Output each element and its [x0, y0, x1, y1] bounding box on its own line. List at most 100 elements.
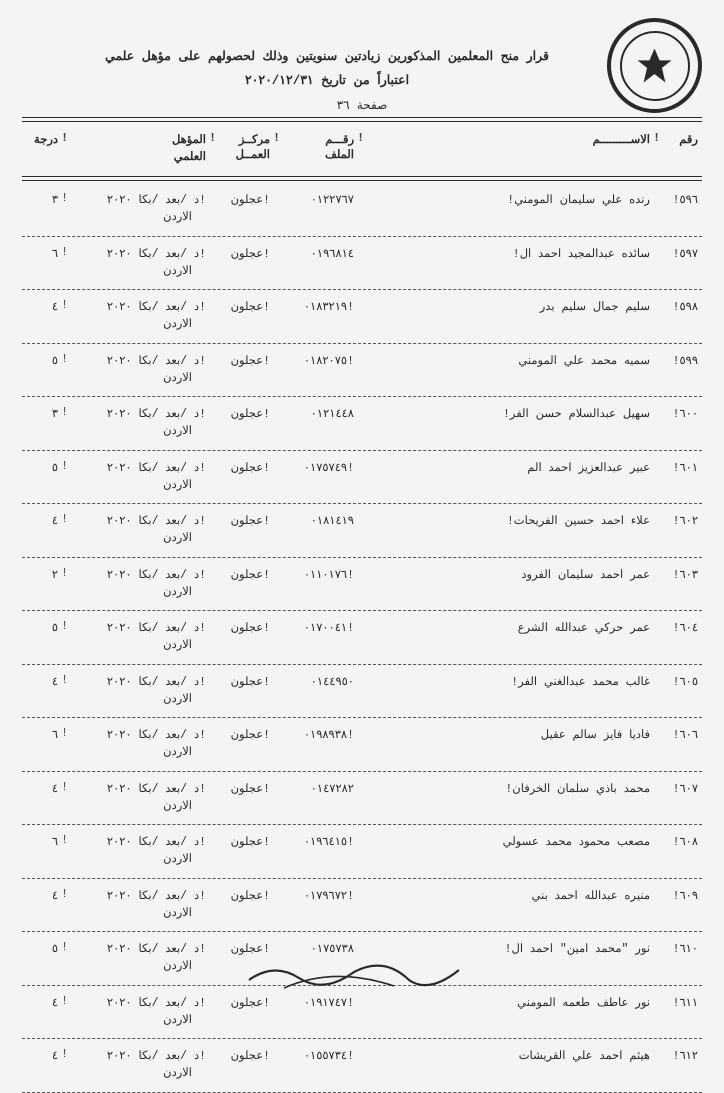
- cell-center: !عجلون: [216, 1048, 274, 1063]
- cell-center: !عجلون: [216, 513, 274, 528]
- official-seal: [607, 18, 702, 113]
- table-row: ٦٠٨!مصعب محمود محمد عسولي!٠١٩٦٤١٥!عجلون!…: [22, 827, 702, 876]
- table-row: ٦٠٤!عمر حركي عبدالله الشرع!٠١٧٠٠٤١!عجلون…: [22, 613, 702, 662]
- cell-grade: ٦: [22, 834, 62, 849]
- cell-seq: ٥٩٦!: [660, 192, 702, 207]
- cell-grade: ٤: [22, 299, 62, 314]
- seal-inner-ring: [620, 31, 690, 101]
- cell-name: غالب محمد عبدالغني الفر!: [364, 674, 654, 689]
- row-divider: [22, 343, 702, 344]
- cell-name: سليم جمال سليم بدر: [364, 299, 654, 314]
- header-seq: رقم: [660, 132, 702, 147]
- row-divider: [22, 610, 702, 611]
- cell-center: !عجلون: [216, 460, 274, 475]
- cell-name: سميه محمد علي المومني: [364, 353, 654, 368]
- cell-center: !عجلون: [216, 888, 274, 903]
- table-row: ٦٠٦!فاديا فايز سالم عقيل!٠١٩٨٩٣٨!عجلون!د…: [22, 720, 702, 769]
- cell-file: !٠١٩٦٤١٥: [280, 834, 358, 849]
- cell-grade: ٥: [22, 460, 62, 475]
- cell-seq: ٦١١!: [660, 995, 702, 1010]
- cell-grade: ٤: [22, 674, 62, 689]
- cell-name: سائده عبدالمجيد احمد ال!: [364, 246, 654, 261]
- table-row: ٦٠١!عبير عبدالعزيز احمد الم!٠١٧٥٧٤٩!عجلو…: [22, 453, 702, 502]
- cell-seq: ٥٩٩!: [660, 353, 702, 368]
- cell-qualification: !د /بعد /بكا ٢٠٢٠الاردن: [68, 1048, 210, 1083]
- cell-name: فاديا فايز سالم عقيل: [364, 727, 654, 742]
- cell-file: ٠١٩٦٨١٤: [280, 246, 358, 261]
- header-qualification: المؤهل العلمي: [68, 132, 210, 167]
- title-line-2: اعتباراً من تاريخ ٢٠٢٠/١٢/٣١: [52, 70, 602, 94]
- cell-center: !عجلون: [216, 781, 274, 796]
- table-row: ٥٩٨!سليم جمال سليم بدر!٠١٨٣٢١٩!عجلون!د /…: [22, 292, 702, 341]
- cell-qualification: !د /بعد /بكا ٢٠٢٠الاردن: [68, 674, 210, 709]
- cell-name: مصعب محمود محمد عسولي: [364, 834, 654, 849]
- cell-seq: ٦٠٠!: [660, 406, 702, 421]
- cell-seq: ٦٠٧!: [660, 781, 702, 796]
- cell-qualification: !د /بعد /بكا ٢٠٢٠الاردن: [68, 513, 210, 548]
- cell-name: هيثم احمد علي القريشات: [364, 1048, 654, 1063]
- signature-icon: [244, 960, 464, 994]
- document-title: قرار منح المعلمين المذكورين زيادتين سنوي…: [22, 46, 702, 94]
- cell-center: !عجلون: [216, 406, 274, 421]
- cell-qualification: !د /بعد /بكا ٢٠٢٠الاردن: [68, 406, 210, 441]
- cell-center: !عجلون: [216, 192, 274, 207]
- cell-center: !عجلون: [216, 674, 274, 689]
- cell-center: !عجلون: [216, 567, 274, 582]
- cell-seq: ٦١٢!: [660, 1048, 702, 1063]
- cell-grade: ٤: [22, 781, 62, 796]
- cell-center: !عجلون: [216, 995, 274, 1010]
- cell-name: محمد باذي سلمان الخرفان!: [364, 781, 654, 796]
- cell-qualification: !د /بعد /بكا ٢٠٢٠الاردن: [68, 246, 210, 281]
- cell-qualification: !د /بعد /بكا ٢٠٢٠الاردن: [68, 460, 210, 495]
- cell-seq: ٥٩٧!: [660, 246, 702, 261]
- table-row: ٦٠٩!منيره عبدالله احمد بني!٠١٧٩٦٧٢!عجلون…: [22, 881, 702, 930]
- table-row: ٥٩٧!سائده عبدالمجيد احمد ال!٠١٩٦٨١٤!عجلو…: [22, 239, 702, 288]
- cell-center: !عجلون: [216, 941, 274, 956]
- cell-name: رنده علي سليمان المومني!: [364, 192, 654, 207]
- cell-qualification: !د /بعد /بكا ٢٠٢٠الاردن: [68, 299, 210, 334]
- cell-qualification: !د /بعد /بكا ٢٠٢٠الاردن: [68, 353, 210, 388]
- cell-file: !٠١٧٥٧٤٩: [280, 460, 358, 475]
- cell-grade: ٥: [22, 620, 62, 635]
- cell-file: !٠١٧٩٦٧٢: [280, 888, 358, 903]
- cell-center: !عجلون: [216, 353, 274, 368]
- row-divider: [22, 664, 702, 665]
- row-divider: [22, 717, 702, 718]
- cell-grade: ٣: [22, 192, 62, 207]
- row-divider: [22, 557, 702, 558]
- cell-name: منيره عبدالله احمد بني: [364, 888, 654, 903]
- cell-qualification: !د /بعد /بكا ٢٠٢٠الاردن: [68, 781, 210, 816]
- cell-seq: ٦٠٥!: [660, 674, 702, 689]
- cell-qualification: !د /بعد /بكا ٢٠٢٠الاردن: [68, 834, 210, 869]
- cell-file: ٠١٧٥٧٣٨: [280, 941, 358, 956]
- cell-grade: ٤: [22, 995, 62, 1010]
- table-row: ٦٠٣!عمر احمد سليمان الفرود!٠١١٠١٧٦!عجلون…: [22, 560, 702, 609]
- title-line-1: قرار منح المعلمين المذكورين زيادتين سنوي…: [52, 46, 602, 70]
- cell-seq: ٦٠٦!: [660, 727, 702, 742]
- header-grade: درجة: [22, 132, 62, 147]
- cell-qualification: !د /بعد /بكا ٢٠٢٠الاردن: [68, 192, 210, 227]
- cell-grade: ٥: [22, 353, 62, 368]
- cell-center: !عجلون: [216, 299, 274, 314]
- row-divider: [22, 450, 702, 451]
- cell-name: نور "محمد امين" احمد ال!: [364, 941, 654, 956]
- row-divider: [22, 503, 702, 504]
- header-name: الاســـــــــم: [364, 132, 654, 147]
- cell-center: !عجلون: [216, 834, 274, 849]
- cell-name: نور عاطف طعمه المومني: [364, 995, 654, 1010]
- table-header: رقم ! الاســـــــــم ! رقـــم الملف ! مر…: [22, 126, 702, 173]
- cell-grade: ٦: [22, 727, 62, 742]
- cell-grade: ٣: [22, 406, 62, 421]
- row-divider: [22, 1038, 702, 1039]
- table-body: ٥٩٦!رنده علي سليمان المومني!٠١٢٢٧٦٧!عجلو…: [22, 185, 702, 1093]
- header-center: مركــز العمــل: [216, 132, 274, 162]
- cell-seq: ٦٠٢!: [660, 513, 702, 528]
- table-row: ٦١١!نور عاطف طعمه المومني!٠١٩١٧٤٧!عجلون!…: [22, 988, 702, 1037]
- table-row: ٦٠٥!غالب محمد عبدالغني الفر!٠١٤٤٩٥٠!عجلو…: [22, 667, 702, 716]
- cell-qualification: !د /بعد /بكا ٢٠٢٠الاردن: [68, 727, 210, 762]
- cell-qualification: !د /بعد /بكا ٢٠٢٠الاردن: [68, 620, 210, 655]
- cell-name: سهيل عبدالسلام حسن الفر!: [364, 406, 654, 421]
- table-row: ٥٩٦!رنده علي سليمان المومني!٠١٢٢٧٦٧!عجلو…: [22, 185, 702, 234]
- row-divider: [22, 1092, 702, 1093]
- cell-file: !٠١٧٠٠٤١: [280, 620, 358, 635]
